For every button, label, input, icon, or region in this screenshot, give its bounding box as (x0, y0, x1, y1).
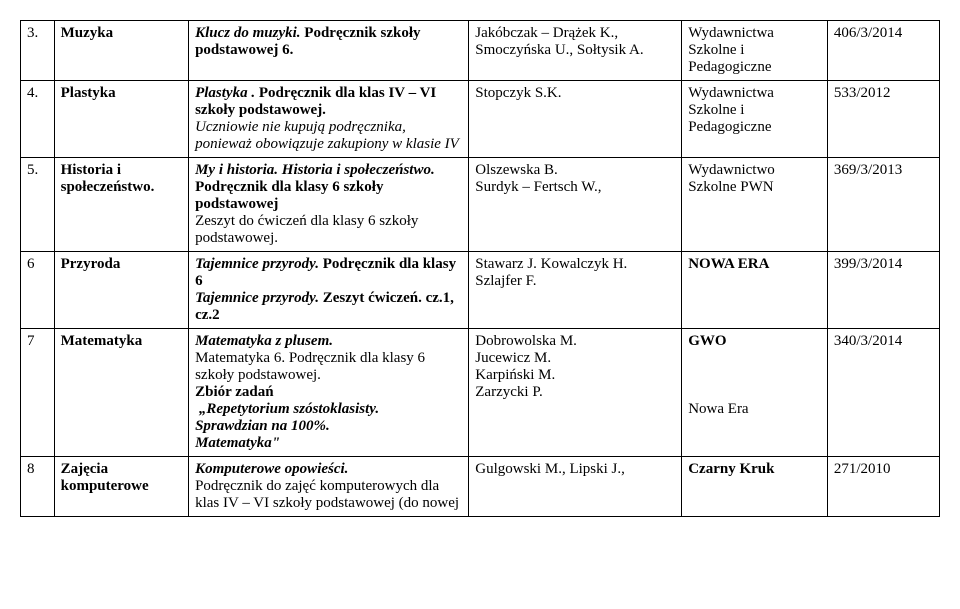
subject-cell: Matematyka (54, 329, 188, 457)
textbook-cell: Plastyka . Podręcznik dla klas IV – VI s… (189, 81, 469, 158)
subject-cell: Muzyka (54, 21, 188, 81)
publisher-cell: Wydawnictwo Szkolne PWN (682, 158, 828, 252)
code-cell: 271/2010 (827, 457, 939, 517)
authors-cell: Stawarz J. Kowalczyk H. Szlajfer F. (469, 252, 682, 329)
publisher-cell: Czarny Kruk (682, 457, 828, 517)
authors-cell: Dobrowolska M. Jucewicz M. Karpiński M. … (469, 329, 682, 457)
subject-cell: Zajęcia komputerowe (54, 457, 188, 517)
subject-cell: Przyroda (54, 252, 188, 329)
table-row: 7MatematykaMatematyka z plusem.Matematyk… (21, 329, 940, 457)
row-number: 3. (21, 21, 55, 81)
subject-cell: Historia i społeczeństwo. (54, 158, 188, 252)
row-number: 4. (21, 81, 55, 158)
table-row: 8Zajęcia komputeroweKomputerowe opowieśc… (21, 457, 940, 517)
textbook-table: 3.MuzykaKlucz do muzyki. Podręcznik szko… (20, 20, 940, 517)
authors-cell: Gulgowski M., Lipski J., (469, 457, 682, 517)
table-row: 5.Historia i społeczeństwo.My i historia… (21, 158, 940, 252)
code-cell: 340/3/2014 (827, 329, 939, 457)
row-number: 8 (21, 457, 55, 517)
row-number: 7 (21, 329, 55, 457)
publisher-cell: Wydawnictwa Szkolne i Pedagogiczne (682, 81, 828, 158)
textbook-cell: Matematyka z plusem.Matematyka 6. Podręc… (189, 329, 469, 457)
table-row: 6PrzyrodaTajemnice przyrody. Podręcznik … (21, 252, 940, 329)
table-row: 4.PlastykaPlastyka . Podręcznik dla klas… (21, 81, 940, 158)
textbook-cell: Klucz do muzyki. Podręcznik szkoły podst… (189, 21, 469, 81)
row-number: 6 (21, 252, 55, 329)
publisher-cell: Wydawnictwa Szkolne i Pedagogiczne (682, 21, 828, 81)
code-cell: 406/3/2014 (827, 21, 939, 81)
publisher-cell: GWONowa Era (682, 329, 828, 457)
table-row: 3.MuzykaKlucz do muzyki. Podręcznik szko… (21, 21, 940, 81)
textbook-cell: Tajemnice przyrody. Podręcznik dla klasy… (189, 252, 469, 329)
authors-cell: Stopczyk S.K. (469, 81, 682, 158)
publisher-cell: NOWA ERA (682, 252, 828, 329)
code-cell: 533/2012 (827, 81, 939, 158)
authors-cell: Olszewska B. Surdyk – Fertsch W., (469, 158, 682, 252)
row-number: 5. (21, 158, 55, 252)
code-cell: 369/3/2013 (827, 158, 939, 252)
subject-cell: Plastyka (54, 81, 188, 158)
textbook-cell: Komputerowe opowieści.Podręcznik do zaję… (189, 457, 469, 517)
authors-cell: Jakóbczak – Drążek K., Smoczyńska U., So… (469, 21, 682, 81)
textbook-cell: My i historia. Historia i społeczeństwo.… (189, 158, 469, 252)
code-cell: 399/3/2014 (827, 252, 939, 329)
